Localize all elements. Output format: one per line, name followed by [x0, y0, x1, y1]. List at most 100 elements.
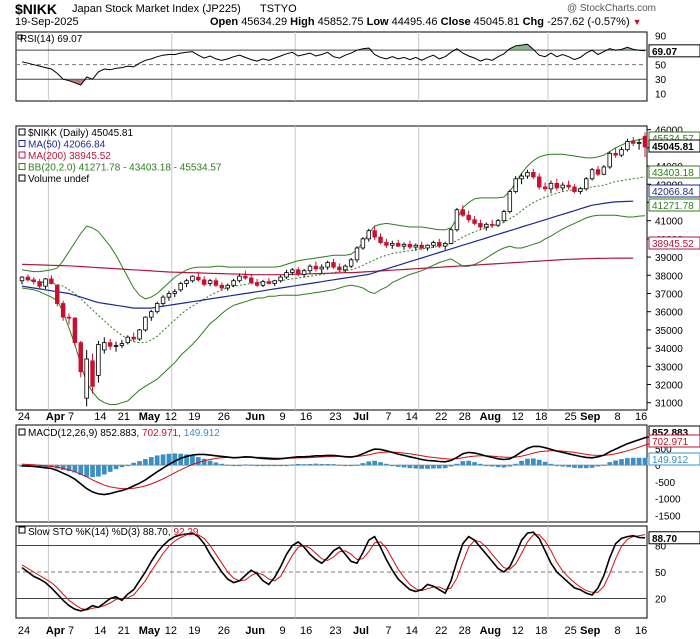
x-axis-label-bottom: 16	[635, 625, 647, 637]
macd-hist-tag-box	[648, 452, 700, 466]
macd-histogram-bar	[419, 465, 425, 469]
candle-body	[466, 214, 471, 221]
macd-histogram-bar	[583, 465, 589, 469]
macd-histogram-bar	[519, 460, 524, 466]
candle-body	[260, 281, 266, 286]
rsi-value-tag-box	[648, 44, 700, 58]
macd-histogram-bar	[337, 464, 342, 466]
macd-histogram-bar	[548, 463, 554, 466]
x-axis-label-top: 16	[300, 411, 312, 423]
chg-label: Chg	[522, 16, 544, 28]
candle-body	[542, 186, 548, 190]
candle-body	[384, 242, 389, 246]
macd-histogram-bar	[342, 465, 348, 467]
x-axis-label-bottom: 7	[385, 625, 391, 637]
rsi-legend-box-icon	[17, 34, 23, 40]
macd-hist-tag: 149.912	[652, 455, 689, 466]
candle-body	[454, 209, 460, 231]
candle-body	[572, 186, 577, 192]
macd-histogram-bar	[137, 461, 142, 466]
x-axis-label-top: 26	[218, 411, 230, 423]
macd-histogram-bar	[131, 462, 137, 466]
candle-body	[495, 220, 501, 226]
x-axis-label-bottom: 23	[329, 625, 341, 637]
price-legend-item: MA(200) 38945.52	[28, 151, 111, 162]
candle-body	[231, 280, 236, 286]
macd-histogram-bar	[119, 465, 125, 468]
macd-histogram-bar	[572, 465, 577, 468]
price-value-tag: 45045.81	[652, 142, 694, 153]
macd-histogram-bar	[460, 461, 466, 466]
macd-legend: MACD(12,26,9) 852.883, 702.971, 149.912	[28, 428, 220, 439]
candle-body	[331, 262, 336, 268]
macd-histogram-bar	[607, 462, 613, 466]
macd-histogram-bar	[542, 461, 548, 466]
exchange-label: TSTYO	[260, 3, 297, 15]
copyright-label: @ StockCharts.com	[566, 3, 656, 14]
x-axis-label-bottom: 24	[18, 625, 30, 637]
candle-body	[301, 270, 307, 275]
candle-body	[37, 281, 42, 287]
macd-histogram-bar	[613, 460, 618, 466]
macd-histogram-bar	[219, 463, 225, 466]
candle-body	[201, 279, 207, 285]
macd-histogram-bar	[113, 465, 119, 470]
x-axis-label-top: May	[139, 411, 161, 423]
macd-histogram-bar	[190, 455, 195, 466]
x-axis-label-bottom: 26	[218, 625, 230, 637]
macd-histogram-bar	[290, 464, 295, 466]
x-axis-label-top: 18	[535, 411, 547, 423]
macd-histogram-bar	[72, 465, 78, 473]
candle-body	[96, 344, 101, 376]
candle-body	[407, 243, 413, 248]
macd-histogram-bar	[372, 460, 377, 466]
candle-body	[519, 175, 524, 180]
stoch-legend-part: 92.29	[173, 527, 198, 538]
ma50-line	[21, 200, 634, 309]
candle-body	[49, 278, 54, 284]
candle-body	[360, 238, 366, 249]
macd-histogram-bar	[331, 464, 336, 466]
price-legend-item: $NIKK (Daily) 45045.81	[28, 128, 133, 139]
candle-body	[55, 284, 60, 304]
candle-body	[184, 280, 189, 284]
macd-histogram-bar	[401, 465, 407, 468]
x-axis-label-bottom: 9	[280, 625, 286, 637]
candle-body	[343, 265, 348, 271]
candle-body	[196, 276, 201, 281]
macd-histogram-bar	[348, 465, 354, 467]
macd-legend-part: MACD(12,26,9)	[28, 428, 100, 439]
macd-histogram-bar	[525, 458, 530, 466]
candle-body	[149, 311, 154, 318]
candle-body	[354, 247, 360, 261]
macd-histogram-bar	[90, 465, 95, 478]
high-value: 45852.75	[317, 16, 364, 28]
macd-legend-part: 149.912	[184, 428, 221, 439]
candle-body	[125, 336, 131, 344]
x-axis-label-bottom: 16	[300, 625, 312, 637]
candle-body	[536, 176, 542, 188]
x-axis-label-top: 12	[165, 411, 177, 423]
macd-histogram-bar	[213, 462, 219, 466]
macd-histogram-bar	[483, 465, 489, 467]
candle-body	[478, 222, 483, 228]
macd-legend-part: 702.971,	[142, 428, 184, 439]
macd-histogram-bar	[595, 465, 601, 467]
macd-histogram-bar	[242, 464, 248, 466]
candle-body	[378, 236, 383, 243]
macd-histogram-bar	[566, 465, 571, 468]
x-axis-label-top: 14	[406, 411, 418, 423]
candle-body	[178, 283, 183, 291]
macd-histogram-bar	[425, 465, 430, 469]
macd-histogram-bar	[307, 463, 313, 466]
x-axis-label-bottom: 12	[165, 625, 177, 637]
stoch-tick-label: 20	[655, 595, 667, 606]
macd-histogram-bar	[37, 465, 42, 467]
macd-tick-label: -500	[655, 478, 675, 489]
macd-histogram-bar	[66, 465, 72, 472]
macd-histogram-bar	[630, 457, 636, 466]
stoch-value-tag: 88.70	[652, 534, 677, 545]
price-tick-label: 46000	[655, 126, 683, 137]
x-axis-label-top: Aug	[480, 411, 501, 423]
